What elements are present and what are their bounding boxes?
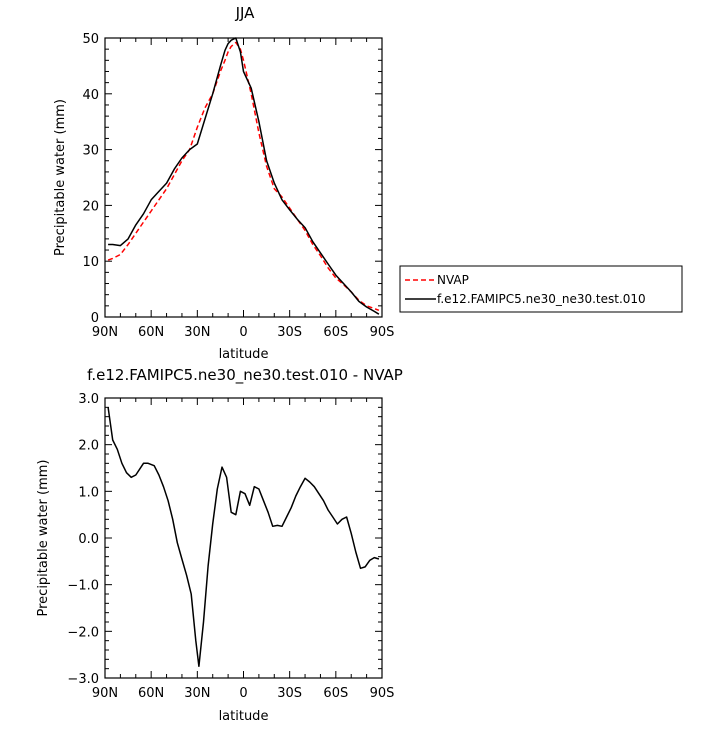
- series-line-1: [107, 407, 380, 668]
- y-tick-label: 2.0: [78, 439, 99, 454]
- legend: NVAP f.e12.FAMIPC5.ne30_ne30.test.010: [399, 265, 683, 313]
- x-tick-label: 90S: [370, 686, 395, 701]
- bottom-chart-panel: f.e12.FAMIPC5.ne30_ne30.test.010 - NVAP …: [36, 366, 403, 724]
- x-tick-label: 30S: [277, 325, 302, 340]
- bottom-chart-x-axis-title: latitude: [219, 709, 269, 724]
- x-tick-label: 30S: [277, 686, 302, 701]
- y-tick-label: 3.0: [78, 392, 99, 407]
- y-tick-label: 40: [82, 88, 99, 103]
- top-chart-plot-frame: [104, 37, 383, 318]
- y-tick-label: −3.0: [67, 672, 99, 687]
- y-tick-label: 10: [82, 255, 99, 270]
- legend-frame: [399, 265, 683, 313]
- bottom-chart-ticks: 90N 60N 30N 0 30S 60S 90S −3.0 −2.0 −1.0 0.0 1.0 2.0…: [67, 392, 394, 701]
- top-chart-title: JJA: [235, 4, 256, 22]
- y-tick-label: −1.0: [67, 579, 99, 594]
- bottom-chart-title: f.e12.FAMIPC5.ne30_ne30.test.010 - NVAP: [87, 366, 403, 385]
- top-chart-ticks: 90N 60N 30N 0 30S 60S 90S 0 10 20 30 40 50: [82, 32, 394, 340]
- bottom-chart-y-axis-title: Precipitable water (mm): [36, 460, 51, 617]
- x-tick-label: 90S: [370, 325, 395, 340]
- legend-label-model: f.e12.FAMIPC5.ne30_ne30.test.010: [437, 292, 646, 306]
- series-line-1: [107, 41, 380, 312]
- y-tick-label: 0.0: [78, 532, 99, 547]
- top-chart-lines: [107, 37, 380, 315]
- x-tick-label: 60N: [138, 325, 164, 340]
- top-chart-y-axis-title: Precipitable water (mm): [53, 99, 68, 256]
- x-tick-label: 0: [239, 325, 247, 340]
- x-tick-label: 90N: [92, 686, 118, 701]
- x-tick-label: 30N: [184, 686, 210, 701]
- x-tick-label: 0: [239, 686, 247, 701]
- x-tick-label: 90N: [92, 325, 118, 340]
- x-tick-label: 60S: [323, 325, 348, 340]
- y-tick-label: 20: [82, 199, 99, 214]
- y-tick-label: 30: [82, 144, 99, 159]
- y-tick-label: 0: [91, 311, 99, 326]
- x-tick-label: 60S: [323, 686, 348, 701]
- y-tick-label: 1.0: [78, 485, 99, 500]
- y-tick-label: −2.0: [67, 625, 99, 640]
- bottom-chart-plot-frame: [104, 397, 383, 679]
- bottom-chart-lines: [107, 407, 380, 668]
- series-line-2: [108, 37, 380, 315]
- x-tick-label: 30N: [184, 325, 210, 340]
- y-tick-label: 50: [82, 32, 99, 47]
- legend-label-nvap: NVAP: [437, 273, 469, 287]
- top-chart-x-axis-title: latitude: [219, 347, 269, 362]
- x-tick-label: 60N: [138, 686, 164, 701]
- top-chart-panel: JJA 90N 60N 30N 0 30S 60S 90S 0 10 20 30 40 50 latit…: [53, 4, 394, 362]
